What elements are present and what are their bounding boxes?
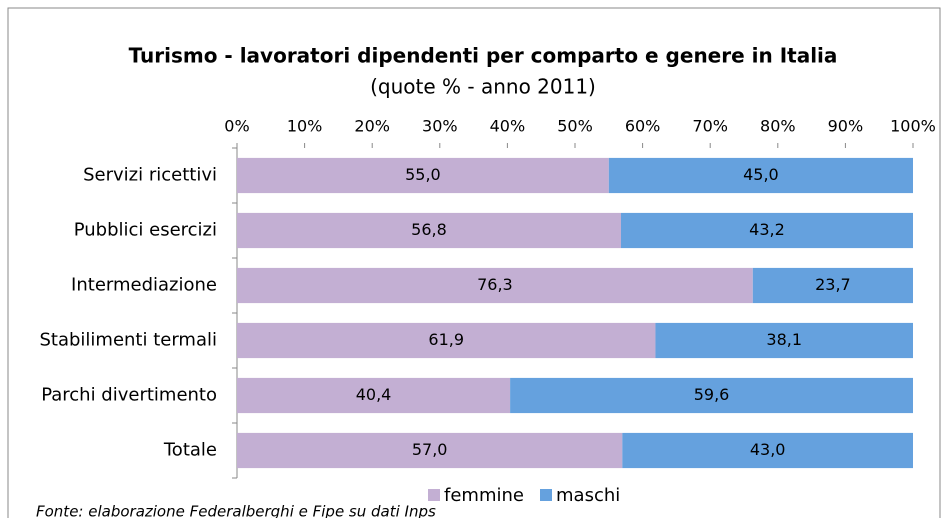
data-label: 40,4: [356, 385, 392, 404]
data-label: 38,1: [766, 330, 802, 349]
chart-subtitle: (quote % - anno 2011): [370, 75, 596, 99]
legend-swatch: [540, 489, 552, 501]
data-label: 45,0: [743, 165, 779, 184]
y-tick-label: Pubblici esercizi: [74, 220, 217, 241]
bar-segment: [608, 157, 913, 194]
bar-segment: [620, 212, 913, 249]
data-label: 57,0: [412, 440, 448, 459]
x-tick-label: 60%: [625, 117, 661, 136]
bar-segment: [237, 432, 623, 469]
bar-segment: [237, 157, 609, 194]
data-label: 43,2: [749, 220, 785, 239]
bar-segment: [622, 432, 913, 469]
data-label: 61,9: [428, 330, 464, 349]
x-tick-label: 70%: [692, 117, 728, 136]
chart-border: [7, 7, 941, 518]
data-label: 23,7: [815, 275, 851, 294]
y-tick-label: Intermediazione: [71, 275, 217, 296]
bar-segment: [655, 322, 913, 359]
data-label: 43,0: [750, 440, 786, 459]
x-tick-label: 20%: [354, 117, 390, 136]
x-tick-label: 50%: [557, 117, 593, 136]
x-tick-label: 0%: [224, 117, 249, 136]
data-label: 55,0: [405, 165, 441, 184]
bar-segment: [237, 377, 511, 414]
data-label: 59,6: [694, 385, 730, 404]
y-tick-label: Stabilimenti termali: [39, 330, 217, 351]
source-note: Fonte: elaborazione Federalberghi e Fipe…: [36, 503, 436, 518]
bar-segment: [237, 322, 656, 359]
bar-segment: [752, 267, 913, 304]
x-tick-label: 80%: [760, 117, 796, 136]
x-tick-label: 100%: [890, 117, 936, 136]
bar-segment: [510, 377, 913, 414]
bar-segment: [237, 267, 753, 304]
y-tick-label: Servizi ricettivi: [83, 165, 217, 186]
x-tick-label: 40%: [490, 117, 526, 136]
x-tick-label: 30%: [422, 117, 458, 136]
bar-segment: [237, 212, 621, 249]
legend-label: maschi: [556, 485, 620, 506]
chart-title: Turismo - lavoratori dipendenti per comp…: [129, 44, 838, 68]
legend-label: femmine: [444, 485, 524, 506]
x-tick-label: 10%: [287, 117, 323, 136]
y-tick-label: Totale: [163, 440, 217, 461]
y-tick-label: Parchi divertimento: [41, 385, 217, 406]
data-label: 56,8: [411, 220, 447, 239]
legend-swatch: [428, 489, 440, 501]
data-label: 76,3: [477, 275, 513, 294]
x-tick-label: 90%: [828, 117, 864, 136]
